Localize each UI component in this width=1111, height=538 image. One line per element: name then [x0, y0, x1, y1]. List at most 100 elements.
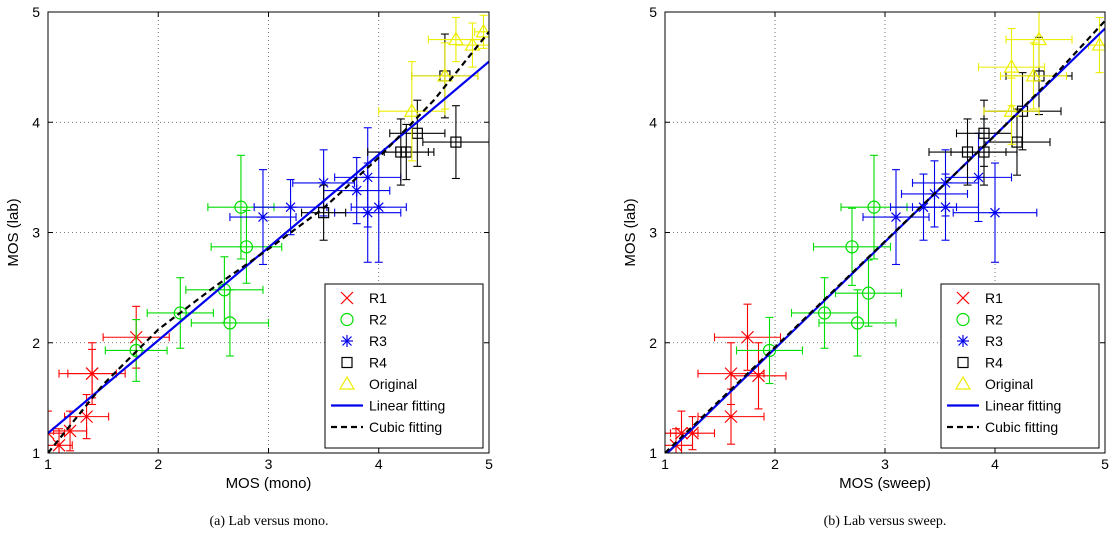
error-bar — [422, 105, 489, 180]
legend-label: R3 — [369, 333, 387, 349]
point-r1 — [741, 330, 754, 344]
error-bar — [818, 289, 897, 357]
legend-item: R4 — [341, 355, 387, 371]
legend-label: R1 — [985, 290, 1003, 306]
point-original — [436, 67, 453, 82]
series-original — [378, 14, 489, 162]
x-tick-label: 5 — [1101, 456, 1109, 472]
legend-item: R3 — [957, 333, 1003, 349]
y-tick-label: 2 — [32, 335, 40, 351]
panel-a: 1 2 3 4 5 1 2 3 4 5 MOS (mono) MOS (lab) (a) Lab ver… — [5, 4, 493, 529]
legend-item: R1 — [340, 290, 387, 306]
legend-label: R3 — [985, 333, 1003, 349]
point-r3 — [350, 184, 363, 197]
legend-marker — [340, 291, 354, 305]
legend-item: R2 — [956, 312, 1003, 328]
error-bar — [834, 259, 903, 327]
error-bar — [185, 256, 264, 324]
legend-marker — [341, 335, 353, 347]
x-tick-label: 4 — [375, 456, 383, 472]
point-original — [1091, 36, 1105, 51]
caption: (a) Lab versus mono. — [210, 514, 329, 529]
point-r2 — [223, 316, 237, 330]
point-r3 — [972, 171, 985, 184]
point-r4 — [450, 136, 462, 148]
series-original — [977, 12, 1105, 145]
point-original — [464, 36, 481, 51]
x-tick-label: 1 — [661, 456, 669, 472]
point-r1 — [85, 367, 99, 381]
legend-label: Original — [985, 376, 1033, 392]
y-tick-label: 4 — [649, 114, 657, 130]
y-tick-label: 4 — [32, 114, 40, 130]
y-tick-label: 3 — [649, 225, 657, 241]
error-bar — [190, 289, 270, 357]
point-r1 — [52, 438, 66, 452]
legend-marker — [956, 291, 970, 305]
legend-item: Cubic fitting — [331, 419, 442, 435]
y-tick-label: 3 — [32, 225, 40, 241]
x-axis-label: MOS (mono) — [226, 475, 312, 492]
plot-content — [48, 14, 489, 453]
point-r2 — [817, 306, 832, 320]
point-r3 — [989, 206, 1001, 219]
point-r3 — [939, 201, 952, 214]
plot-content — [665, 12, 1105, 453]
legend-item: Linear fitting — [947, 398, 1061, 414]
point-r2 — [867, 200, 881, 214]
point-original — [403, 103, 420, 117]
point-original — [1030, 31, 1048, 46]
point-r2 — [173, 306, 187, 320]
y-tick-label: 5 — [649, 4, 657, 20]
x-axis-label: MOS (sweep) — [839, 475, 931, 492]
point-r2 — [861, 286, 876, 300]
point-r3 — [890, 211, 902, 224]
legend-marker — [956, 312, 970, 327]
legend-label: Original — [369, 376, 417, 392]
legend-marker — [341, 356, 353, 369]
legend-marker — [957, 356, 969, 369]
legend: R1 R2 R3 R4 Original Linear fitting Cubic fitt… — [940, 283, 1100, 449]
legend-label: R4 — [985, 355, 1003, 371]
point-original — [1003, 103, 1020, 117]
legend-label: Cubic fitting — [369, 419, 442, 435]
y-axis-label: MOS (lab) — [622, 198, 639, 266]
series-r1 — [665, 303, 787, 453]
legend-item: R1 — [956, 290, 1003, 306]
legend-item: Original — [338, 375, 417, 392]
point-r1 — [752, 369, 765, 383]
point-original — [1025, 67, 1042, 82]
legend-item: Linear fitting — [331, 398, 445, 414]
legend-marker — [954, 375, 972, 390]
linear-fit-line — [48, 60, 489, 435]
error-bar — [474, 14, 489, 49]
error-bar — [983, 77, 1040, 145]
cubic-fit-line — [48, 31, 489, 453]
x-tick-label: 2 — [154, 456, 162, 472]
x-tick-label: 1 — [44, 456, 52, 472]
legend-label: R2 — [369, 312, 387, 328]
legend: R1 R2 R3 R4 Original Linear fitting Cubic fitt… — [324, 283, 484, 449]
point-r1 — [724, 410, 738, 424]
point-r1 — [80, 410, 94, 424]
legend-item: Original — [954, 375, 1033, 392]
caption: (b) Lab versus sweep. — [824, 514, 947, 529]
error-bar — [1005, 12, 1073, 68]
error-bar — [790, 277, 859, 349]
y-tick-label: 2 — [649, 335, 657, 351]
point-original — [475, 23, 489, 38]
point-r1 — [63, 424, 77, 438]
error-bar — [735, 316, 804, 385]
cubic-fit-line — [665, 20, 1105, 453]
point-r2 — [845, 240, 859, 254]
legend-label: R1 — [369, 290, 387, 306]
legend-marker — [957, 335, 969, 347]
x-tick-label: 4 — [991, 456, 999, 472]
y-tick-label: 5 — [32, 4, 40, 20]
y-tick-label: 1 — [32, 445, 40, 461]
point-r2 — [850, 316, 865, 330]
legend-item: Cubic fitting — [947, 419, 1058, 435]
point-r2 — [762, 343, 777, 358]
